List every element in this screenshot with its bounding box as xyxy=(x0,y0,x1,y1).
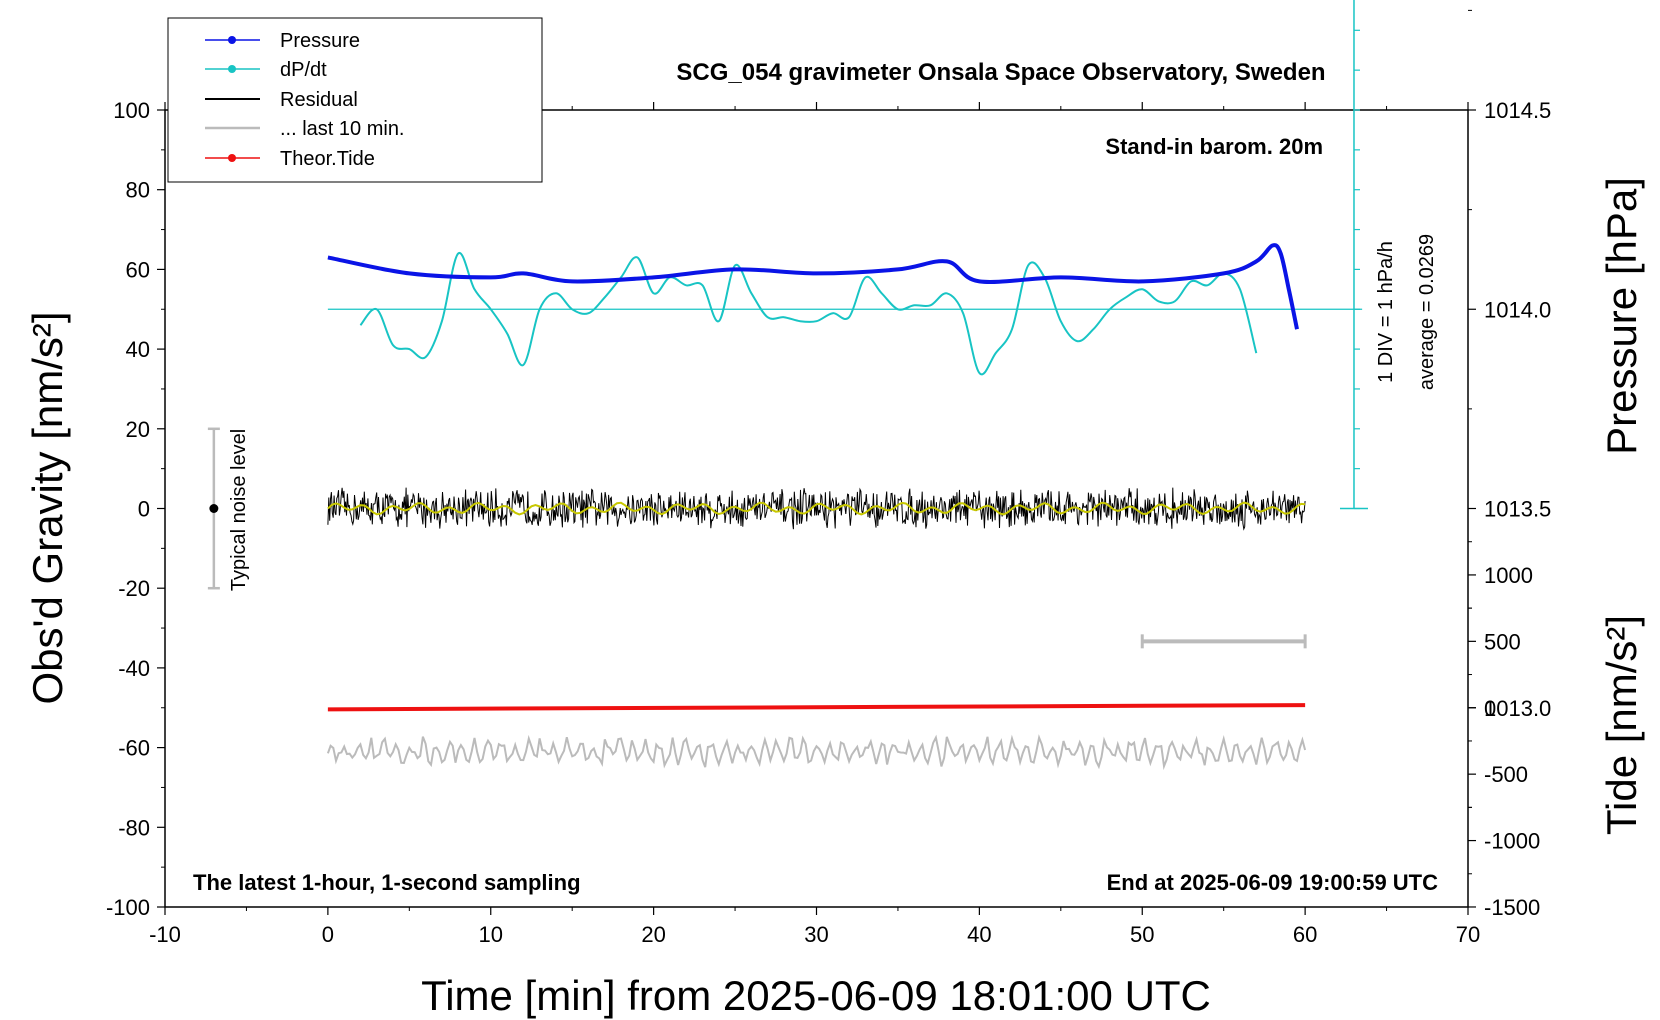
x-tick-label: 20 xyxy=(641,922,665,947)
series-pressure-line xyxy=(327,243,1299,330)
x-tick-label: 70 xyxy=(1456,922,1480,947)
series-dpdt-line xyxy=(359,252,1258,376)
average-note: average = 0.0269 xyxy=(1416,234,1438,390)
y-tick-label: -100 xyxy=(106,895,150,920)
legend-marker-tide xyxy=(228,154,236,162)
y-axis-label-tide: Tide [nm/s²] xyxy=(1598,615,1645,835)
series-residual-line xyxy=(327,487,1306,531)
y-tick-label: 0 xyxy=(138,497,150,522)
y-tick-label: -40 xyxy=(118,656,150,681)
y-tick-label: 40 xyxy=(126,337,150,362)
legend-marker-dpdt xyxy=(228,65,236,73)
legend-label-last10: ... last 10 min. xyxy=(280,118,405,140)
tide-tick-label: 0 xyxy=(1484,696,1496,721)
legend-item-dpdt: dP/dt xyxy=(205,59,327,81)
legend-item-residual: Residual xyxy=(205,89,358,111)
y-tick-label: -80 xyxy=(118,815,150,840)
axes-group: -10 0 10 20 30 40 50 60 70-100-80-60-40-20020406… xyxy=(106,9,1551,947)
y-tick-label: 20 xyxy=(126,417,150,442)
end-time-note: End at 2025-06-09 19:00:59 UTC xyxy=(1107,870,1438,895)
y-tick-label: -20 xyxy=(118,576,150,601)
y-axis-label-pressure: Pressure [hPa] xyxy=(1598,177,1645,455)
x-tick-label: 40 xyxy=(967,922,991,947)
series-tide-line xyxy=(327,703,1306,712)
legend-label-tide: Theor.Tide xyxy=(280,148,375,170)
legend: Pressure dP/dt Residual ... last 10 min.… xyxy=(167,17,543,183)
series-last10-line xyxy=(326,734,1307,771)
series-layer xyxy=(207,0,1368,771)
tide-tick-label: 500 xyxy=(1484,629,1521,654)
tide-tick-label: -500 xyxy=(1484,762,1528,787)
sampling-note: The latest 1-hour, 1-second sampling xyxy=(193,870,581,895)
legend-item-last10: ... last 10 min. xyxy=(205,118,405,140)
y-tick-label: 80 xyxy=(126,178,150,203)
pressure-tick-label: 1014.5 xyxy=(1484,98,1551,123)
pressure-tick-label: 1013.0 xyxy=(1484,696,1551,721)
x-tick-label: 60 xyxy=(1293,922,1317,947)
y-tick-label: 100 xyxy=(113,98,150,123)
legend-label-residual: Residual xyxy=(280,89,358,111)
noise-bar-center xyxy=(209,504,219,513)
x-tick-label: 50 xyxy=(1130,922,1154,947)
x-tick-label: -10 xyxy=(149,922,181,947)
x-axis-label: Time [min] from 2025-06-09 18:01:00 UTC xyxy=(421,972,1211,1019)
div-note: 1 DIV = 1 hPa/h xyxy=(1375,241,1397,383)
series-residual-smooth-line xyxy=(327,501,1306,516)
y-axis-label-left: Obs'd Gravity [nm/s²] xyxy=(24,311,71,704)
legend-marker-pressure xyxy=(228,36,236,44)
legend-label-pressure: Pressure xyxy=(280,30,360,52)
tide-tick-label: -1000 xyxy=(1484,829,1540,854)
legend-item-pressure: Pressure xyxy=(205,30,360,52)
noise-note: Typical noise level xyxy=(228,429,250,591)
x-tick-label: 30 xyxy=(804,922,828,947)
chart-title: SCG_054 gravimeter Onsala Space Observat… xyxy=(676,59,1325,86)
x-tick-label: 10 xyxy=(479,922,503,947)
barometer-note: Stand-in barom. 20m xyxy=(1105,134,1323,159)
legend-label-dpdt: dP/dt xyxy=(280,59,327,81)
y-tick-label: -60 xyxy=(118,736,150,761)
tide-tick-label: -1500 xyxy=(1484,895,1540,920)
x-tick-label: 0 xyxy=(322,922,334,947)
y-tick-label: 60 xyxy=(126,257,150,282)
pressure-tick-label: 1013.5 xyxy=(1484,497,1551,522)
tide-tick-label: 1000 xyxy=(1484,563,1533,588)
pressure-tick-label: 1014.0 xyxy=(1484,297,1551,322)
legend-item-tide: Theor.Tide xyxy=(205,148,375,170)
